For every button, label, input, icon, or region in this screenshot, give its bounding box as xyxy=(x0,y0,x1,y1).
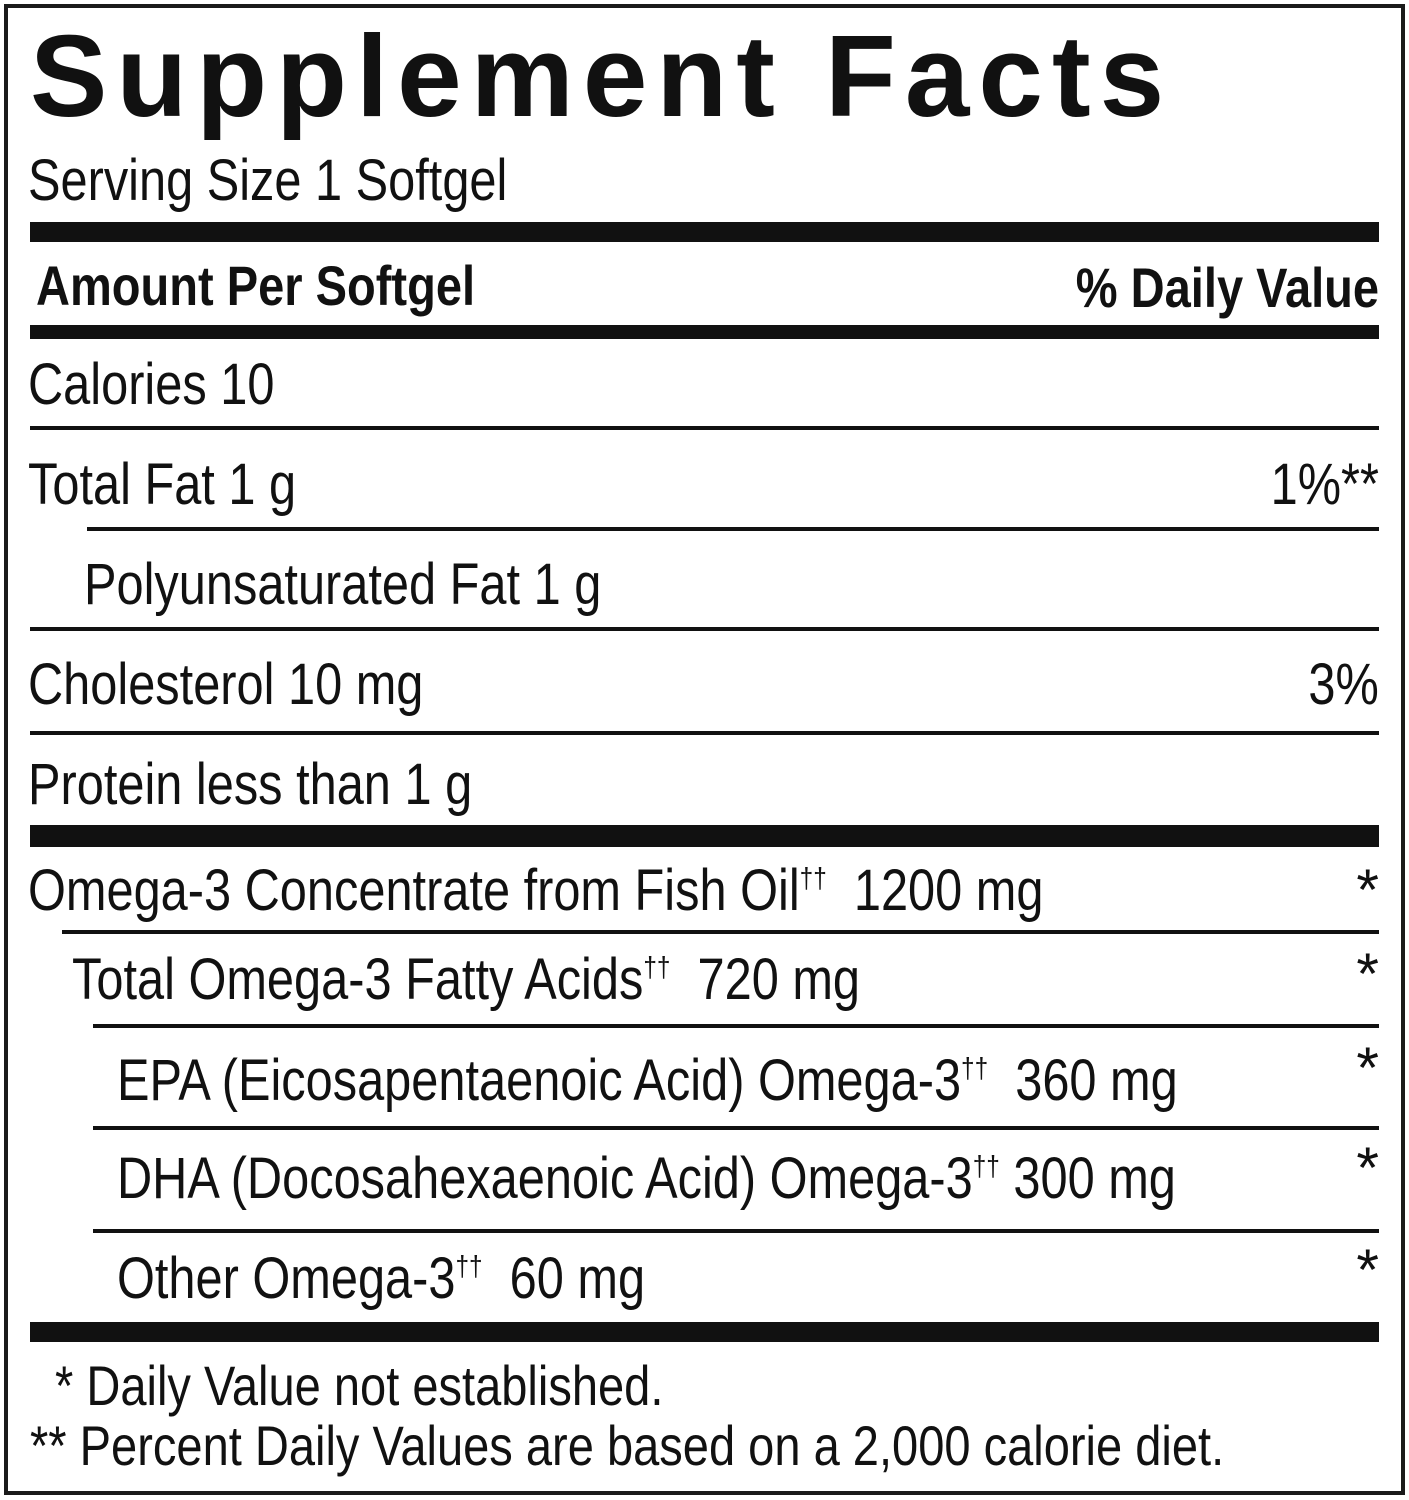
dv-cholesterol: 3% xyxy=(1308,652,1379,717)
header-amount: Amount Per Softgel xyxy=(36,254,476,317)
thick-divider xyxy=(30,1322,1379,1342)
ingredient-dha: DHA (Docosahexaenoic Acid) Omega-3†† 300… xyxy=(117,1146,1176,1211)
page-title: Supplement Facts xyxy=(30,11,1174,141)
divider xyxy=(62,930,1379,934)
thick-divider xyxy=(30,825,1379,847)
footnote-percent-daily: ** Percent Daily Values are based on a 2… xyxy=(30,1414,1225,1477)
thick-divider xyxy=(30,222,1379,242)
serving-size: Serving Size 1 Softgel xyxy=(28,148,508,213)
ingredient-total-omega3: Total Omega-3 Fatty Acids†† 720 mg xyxy=(72,947,861,1012)
dv-asterisk: * xyxy=(1356,1136,1379,1201)
ingredient-other-omega3: Other Omega-3†† 60 mg xyxy=(117,1246,646,1311)
dv-asterisk: * xyxy=(1356,858,1379,923)
dv-asterisk: * xyxy=(1356,1238,1379,1303)
nutrient-protein: Protein less than 1 g xyxy=(28,752,473,817)
divider xyxy=(30,426,1379,430)
nutrient-polyunsaturated-fat: Polyunsaturated Fat 1 g xyxy=(84,552,602,617)
nutrient-total-fat: Total Fat 1 g xyxy=(28,452,297,517)
medium-divider xyxy=(30,325,1379,339)
label-border xyxy=(4,4,1405,1495)
divider xyxy=(87,527,1379,531)
divider xyxy=(93,1229,1379,1233)
ingredient-epa: EPA (Eicosapentaenoic Acid) Omega-3†† 36… xyxy=(117,1048,1178,1113)
header-daily-value: % Daily Value xyxy=(1075,256,1379,319)
nutrient-cholesterol: Cholesterol 10 mg xyxy=(28,652,424,717)
dv-total-fat: 1%** xyxy=(1270,452,1379,517)
ingredient-omega3-concentrate: Omega-3 Concentrate from Fish Oil†† 1200… xyxy=(28,858,1044,923)
dv-asterisk: * xyxy=(1356,1036,1379,1101)
dv-asterisk: * xyxy=(1356,942,1379,1007)
divider xyxy=(93,1024,1379,1028)
nutrient-calories: Calories 10 xyxy=(28,352,275,417)
divider xyxy=(30,731,1379,735)
footnote-daily-value: * Daily Value not established. xyxy=(55,1354,664,1417)
divider xyxy=(30,627,1379,631)
divider xyxy=(93,1126,1379,1130)
